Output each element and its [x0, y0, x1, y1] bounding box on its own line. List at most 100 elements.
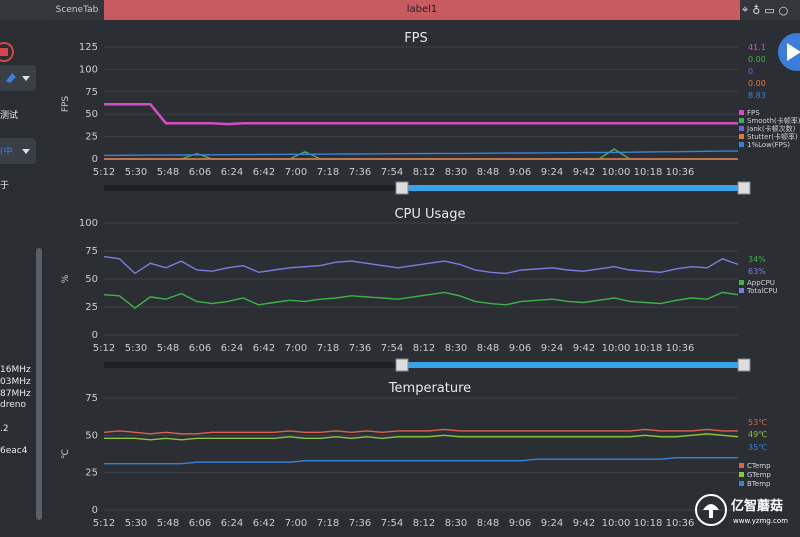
series-line-btemp: [104, 457, 738, 465]
label-start: 于: [0, 181, 10, 191]
left-scrollbar[interactable]: [36, 248, 42, 520]
legend-label[interactable]: GTemp: [747, 471, 771, 479]
x-tick-label: 7:54: [381, 343, 403, 354]
x-tick-label: 7:18: [317, 518, 339, 529]
version: .2: [0, 424, 9, 434]
x-tick-label: 8:48: [477, 518, 499, 529]
x-tick-label: 6:42: [253, 167, 275, 178]
freq-2: 03MHz: [0, 377, 31, 387]
y-tick-label: 75: [85, 393, 98, 404]
fps-range-slider[interactable]: [104, 181, 751, 195]
x-tick-label: 10:36: [666, 167, 695, 178]
x-tick-label: 9:42: [573, 343, 595, 354]
legend-swatch: [739, 288, 744, 293]
search-icon[interactable]: ○: [778, 3, 789, 17]
legend-label[interactable]: TotalCPU: [746, 287, 778, 295]
x-tick-label: 5:48: [157, 167, 179, 178]
series-line-totalcpu: [103, 255, 739, 275]
x-tick-label: 8:48: [477, 167, 499, 178]
x-tick-label: 9:42: [573, 518, 595, 529]
x-tick-label: 7:00: [285, 167, 307, 178]
series-current-value: 41.1: [748, 43, 766, 52]
temp-title: Temperature: [388, 381, 471, 396]
y-tick-label: 125: [79, 42, 98, 53]
watermark-logo: 亿智蘑菇 www.yzmg.com: [695, 494, 788, 526]
x-tick-label: 7:18: [317, 167, 339, 178]
x-tick-label: 8:48: [477, 343, 499, 354]
x-tick-label: 7:36: [349, 518, 371, 529]
y-tick-label: 75: [85, 246, 98, 257]
legend-swatch: [739, 118, 744, 123]
series-current-value: 53℃: [748, 418, 767, 427]
x-tick-label: 5:12: [93, 343, 115, 354]
x-tick-label: 5:48: [157, 343, 179, 354]
x-tick-label: 6:42: [253, 518, 275, 529]
charts-svg: FPS FPS 0 25 50 75 100 125 5:12 5:30 5:48 6:06 6:2…: [61, 31, 800, 529]
series-line-gtemp: [104, 433, 739, 441]
top-bar: SceneTab label1 ⌖ ♁ ▭ ○: [0, 0, 800, 20]
x-tick-label: 5:30: [125, 518, 147, 529]
y-tick-label: 100: [79, 218, 98, 229]
legend-label[interactable]: Stutter(卡顿率): [747, 132, 798, 141]
y-tick-label: 75: [85, 87, 98, 98]
record-icon[interactable]: [0, 40, 20, 70]
mode-dropdown[interactable]: (中: [0, 138, 36, 164]
legend-swatch: [739, 126, 744, 131]
device-dropdown[interactable]: [0, 65, 36, 91]
legend-label[interactable]: 1%Low(FPS): [747, 141, 790, 149]
y-tick-label: 50: [85, 109, 98, 120]
legend-label[interactable]: CTemp: [747, 462, 771, 470]
y-tick-label: 25: [85, 132, 98, 143]
legend-swatch: [739, 134, 744, 139]
temp-chart: Temperature ℃ 0 25 50 75 5:12 5:30 5:48 6:06 6:2…: [61, 381, 771, 529]
slider-handle-right[interactable]: [737, 181, 751, 195]
fps-chart: FPS FPS 0 25 50 75 100 125 5:12 5:30 5:48 6:06 6:2…: [61, 31, 800, 178]
x-tick-label: 7:00: [285, 518, 307, 529]
series-line-fps: [104, 103, 738, 126]
slider-handle-left[interactable]: [395, 181, 409, 195]
series-current-value: 8.83: [748, 91, 766, 100]
x-tick-label: 6:06: [189, 167, 211, 178]
x-tick-label: 8:30: [445, 343, 467, 354]
x-tick-label: 5:30: [125, 167, 147, 178]
x-tick-label: 6:06: [189, 518, 211, 529]
x-tick-label: 6:24: [221, 167, 243, 178]
cpu-title: CPU Usage: [394, 207, 465, 222]
pin-icon[interactable]: ♁: [752, 3, 761, 17]
x-tick-label: 6:24: [221, 343, 243, 354]
temp-ylabel: ℃: [61, 449, 71, 459]
watermark-url: www.yzmg.com: [733, 517, 788, 525]
legend-label[interactable]: Smooth(卡顿率): [747, 116, 800, 125]
y-tick-label: 0: [92, 154, 98, 165]
x-tick-label: 10:36: [666, 343, 695, 354]
x-tick-label: 9:24: [541, 343, 563, 354]
x-tick-label: 9:24: [541, 518, 563, 529]
legend-label[interactable]: BTemp: [747, 480, 771, 488]
legend-swatch: [739, 110, 744, 115]
scene-tab[interactable]: SceneTab: [55, 5, 99, 15]
x-tick-label: 5:12: [93, 167, 115, 178]
device-id: 6eac4: [0, 446, 28, 456]
play-icon: [787, 43, 800, 61]
slider-handle-left[interactable]: [395, 358, 409, 372]
legend-label[interactable]: FPS: [747, 109, 760, 117]
series-current-value: 34%: [748, 255, 766, 264]
y-tick-label: 0: [92, 505, 98, 516]
x-tick-label: 8:12: [413, 343, 435, 354]
x-tick-label: 10:18: [634, 343, 663, 354]
legend-label[interactable]: Jank(卡顿次数): [746, 124, 796, 133]
slider-handle-right[interactable]: [737, 358, 751, 372]
location-icon[interactable]: ⌖: [742, 3, 749, 16]
folder-icon[interactable]: ▭: [764, 3, 775, 17]
freq-3: 87MHz: [0, 389, 31, 399]
x-tick-label: 8:12: [413, 167, 435, 178]
freq-1: 16MHz: [0, 365, 31, 375]
fps-ylabel: FPS: [61, 96, 71, 113]
x-tick-label: 10:18: [634, 518, 663, 529]
label-tab[interactable]: label1: [104, 0, 740, 20]
legend-label[interactable]: AppCPU: [747, 279, 775, 287]
cpu-range-slider[interactable]: [104, 358, 751, 372]
series-current-value: 0.00: [748, 55, 766, 64]
x-tick-label: 7:54: [381, 518, 403, 529]
x-tick-label: 7:36: [349, 343, 371, 354]
